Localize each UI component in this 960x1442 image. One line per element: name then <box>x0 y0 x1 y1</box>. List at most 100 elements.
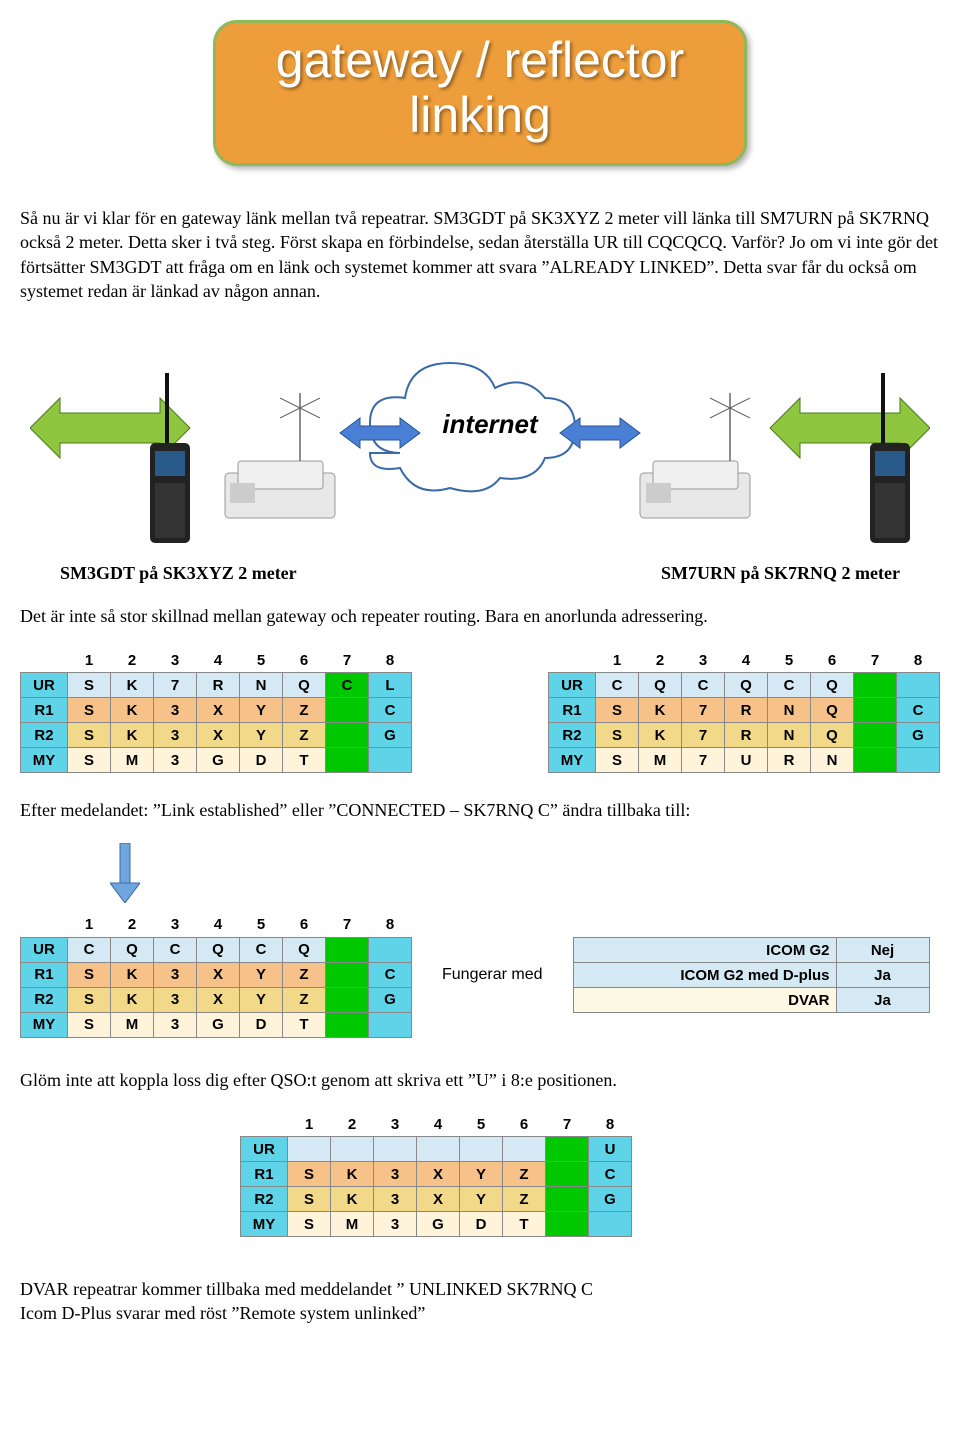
table-cell: Z <box>283 698 326 723</box>
table-cell: G <box>897 723 940 748</box>
compat-value: Ja <box>836 963 929 988</box>
table-cell: Y <box>240 698 283 723</box>
table-cell: X <box>197 723 240 748</box>
table-cell: K <box>331 1187 374 1212</box>
table-cell: N <box>240 673 283 698</box>
table-cell: G <box>369 723 412 748</box>
repeater-right-icon <box>640 393 750 518</box>
table-cell: X <box>197 987 240 1012</box>
col-header: 2 <box>331 1112 374 1137</box>
row-label: R1 <box>21 698 68 723</box>
table-cell: Z <box>283 962 326 987</box>
banner-text: gateway / reflector linking <box>276 33 685 143</box>
row-label: R1 <box>241 1162 288 1187</box>
table-cell <box>897 673 940 698</box>
col-header: 5 <box>240 648 283 673</box>
row-label: R2 <box>21 723 68 748</box>
paragraph-5a: DVAR repeatrar kommer tillbaka med medde… <box>20 1277 940 1301</box>
table-cell <box>897 748 940 773</box>
table-cell: S <box>596 698 639 723</box>
compat-value: Ja <box>836 988 929 1013</box>
col-header: 7 <box>326 913 369 938</box>
table-cell: S <box>288 1162 331 1187</box>
table-cell: M <box>639 748 682 773</box>
table-cell: 3 <box>154 723 197 748</box>
col-header: 3 <box>154 648 197 673</box>
table-cell: S <box>68 723 111 748</box>
table-cell: C <box>68 937 111 962</box>
address-table-4: 12345678URUR1SK3XYZCR2SK3XYZGMYSM3GDT <box>240 1112 940 1237</box>
table-cell: U <box>589 1137 632 1162</box>
table-cell: S <box>68 673 111 698</box>
table-cell: Q <box>639 673 682 698</box>
repeater-left-icon <box>225 393 335 518</box>
col-header: 2 <box>639 648 682 673</box>
col-header: 5 <box>240 913 283 938</box>
table-cell: C <box>768 673 811 698</box>
table-cell: Y <box>240 987 283 1012</box>
col-header: 6 <box>283 648 326 673</box>
col-header: 3 <box>374 1112 417 1137</box>
col-header: 3 <box>154 913 197 938</box>
row-label: R2 <box>241 1187 288 1212</box>
caption-left: SM3GDT på SK3XYZ 2 meter <box>60 563 297 584</box>
table-cell: S <box>596 723 639 748</box>
table-cell: 7 <box>682 723 725 748</box>
row-label: UR <box>21 673 68 698</box>
table-cell: S <box>596 748 639 773</box>
table-cell: 7 <box>682 748 725 773</box>
table-cell: T <box>283 748 326 773</box>
row-label: MY <box>549 748 596 773</box>
cloud-label: internet <box>442 409 539 439</box>
table-cell: N <box>811 748 854 773</box>
table-cell <box>503 1137 546 1162</box>
table-cell: K <box>331 1162 374 1187</box>
table-cell: K <box>111 962 154 987</box>
table-cell: D <box>240 1012 283 1037</box>
table-cell <box>369 748 412 773</box>
col-header <box>549 648 596 673</box>
table-cell: Z <box>503 1162 546 1187</box>
table-cell: Q <box>197 937 240 962</box>
row-label: R2 <box>549 723 596 748</box>
table-cell: Z <box>503 1187 546 1212</box>
col-header: 8 <box>897 648 940 673</box>
compat-key: ICOM G2 <box>573 938 836 963</box>
banner-box: gateway / reflector linking <box>213 20 748 166</box>
col-header: 8 <box>369 913 412 938</box>
table-cell <box>374 1137 417 1162</box>
table-cell: N <box>768 698 811 723</box>
col-header: 7 <box>546 1112 589 1137</box>
table-cell: R <box>725 723 768 748</box>
table-cell: S <box>68 748 111 773</box>
col-header <box>21 913 68 938</box>
row-label: R2 <box>21 987 68 1012</box>
table-cell: U <box>725 748 768 773</box>
table-cell: K <box>111 698 154 723</box>
col-header <box>21 648 68 673</box>
table-cell <box>369 937 412 962</box>
table-cell: Q <box>725 673 768 698</box>
table-cell: Y <box>240 723 283 748</box>
table-cell: T <box>283 1012 326 1037</box>
paragraph-5b: Icom D-Plus svarar med röst ”Remote syst… <box>20 1301 940 1325</box>
table-cell <box>854 673 897 698</box>
col-header: 5 <box>768 648 811 673</box>
table-cell: S <box>288 1187 331 1212</box>
table-cell: Y <box>240 962 283 987</box>
network-diagram: internet <box>20 333 940 553</box>
col-header: 4 <box>725 648 768 673</box>
col-header: 3 <box>682 648 725 673</box>
table-cell: 3 <box>374 1212 417 1237</box>
table-cell <box>369 1012 412 1037</box>
radio-left-icon <box>150 373 190 543</box>
compat-table: ICOM G2NejICOM G2 med D-plusJaDVARJa <box>573 937 930 1013</box>
row-label: UR <box>241 1137 288 1162</box>
col-header: 6 <box>811 648 854 673</box>
table-cell: N <box>768 723 811 748</box>
col-header: 6 <box>503 1112 546 1137</box>
compat-label: Fungerar med <box>442 966 543 984</box>
col-header: 1 <box>68 648 111 673</box>
table-cell <box>546 1137 589 1162</box>
col-header: 5 <box>460 1112 503 1137</box>
